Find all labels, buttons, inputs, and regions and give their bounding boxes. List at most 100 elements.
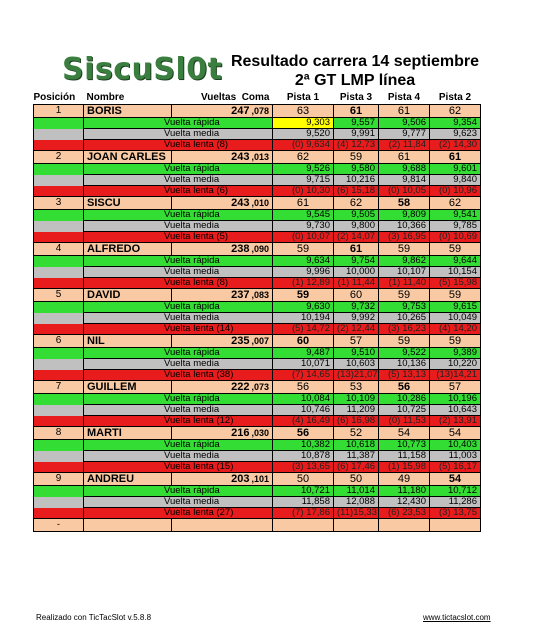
lap-rapida-row: Vuelta rápida 10,382 10,618 10,773 10,403 <box>33 439 517 451</box>
track-laps: 54 <box>429 426 481 440</box>
driver-row: 3 SISCU 243,010 61 62 58 62 <box>33 196 517 210</box>
lap-lenta-label: Vuelta lenta (5) <box>83 231 273 243</box>
lap-rapida-value: 10,382 <box>272 439 334 451</box>
lap-lenta-label: Vuelta lenta (27) <box>83 507 273 519</box>
lap-rapida-row: Vuelta rápida 9,630 9,732 9,753 9,615 <box>33 301 517 313</box>
lap-media-value: 10,216 <box>333 174 379 186</box>
vueltas-coma-cell: 222,073 <box>171 380 273 394</box>
track-laps: 57 <box>429 380 481 394</box>
lap-rapida-row: Vuelta rápida 9,526 9,580 9,688 9,601 <box>33 163 517 175</box>
lap-media-value: 9,800 <box>333 220 379 232</box>
track-laps: 59 <box>272 242 334 256</box>
spacer-cell <box>33 266 84 278</box>
driver-name: DAVID <box>83 288 172 302</box>
lap-media-value: 10,194 <box>272 312 334 324</box>
lap-lenta-value: (3) 16,95 <box>378 231 430 243</box>
vueltas-value: 203 <box>231 473 250 485</box>
empty-cell <box>333 518 379 532</box>
lap-rapida-label: Vuelta rápida <box>83 255 273 267</box>
lap-media-value: 11,286 <box>429 496 481 508</box>
header-pista-1: Pista 1 <box>272 92 334 105</box>
lap-lenta-value: (6) 17,46 <box>333 461 379 473</box>
lap-media-value: 11,858 <box>272 496 334 508</box>
driver-row: 5 DAVID 237,083 59 60 59 59 <box>33 288 517 302</box>
spacer-cell <box>33 369 84 381</box>
lap-rapida-value: 9,354 <box>429 117 481 129</box>
lap-lenta-value: (1) 15,98 <box>378 461 430 473</box>
lap-media-value: 9,785 <box>429 220 481 232</box>
lap-lenta-value: (3) 13,65 <box>272 461 334 473</box>
track-laps: 62 <box>333 196 379 210</box>
spacer-cell <box>33 323 84 335</box>
lap-lenta-value: (1) 12,89 <box>272 277 334 289</box>
lap-media-value: 10,746 <box>272 404 334 416</box>
lap-rapida-label: Vuelta rápida <box>83 347 273 359</box>
spacer-cell <box>33 485 84 497</box>
vueltas-coma-cell: 235,007 <box>171 334 273 348</box>
results-table: Posición Nombre Vueltas Coma Pista 1 Pis… <box>33 92 517 532</box>
lap-media-value: 9,623 <box>429 128 481 140</box>
spacer-cell <box>33 312 84 324</box>
spacer-cell <box>33 347 84 359</box>
lap-media-value: 10,265 <box>378 312 430 324</box>
lap-media-label: Vuelta media <box>83 174 273 186</box>
track-laps: 61 <box>333 104 379 118</box>
footer-link[interactable]: www.tictacslot.com <box>423 613 491 622</box>
lap-media-label: Vuelta media <box>83 312 273 324</box>
lap-rapida-value: 9,487 <box>272 347 334 359</box>
track-laps: 59 <box>429 242 481 256</box>
track-laps: 56 <box>272 380 334 394</box>
track-laps: 54 <box>378 426 430 440</box>
spacer-cell <box>33 277 84 289</box>
driver-name: ANDREU <box>83 472 172 486</box>
header-pista-4: Pista 4 <box>378 92 430 105</box>
track-laps: 54 <box>429 472 481 486</box>
track-laps: 59 <box>378 334 430 348</box>
lap-rapida-value: 10,109 <box>333 393 379 405</box>
position-cell: 2 <box>33 150 84 164</box>
empty-cell <box>83 518 172 532</box>
driver-name: BORIS <box>83 104 172 118</box>
track-laps: 53 <box>333 380 379 394</box>
lap-rapida-value: 10,286 <box>378 393 430 405</box>
track-laps: 57 <box>333 334 379 348</box>
lap-rapida-value: 10,618 <box>333 439 379 451</box>
track-laps: 61 <box>378 104 430 118</box>
lap-media-value: 10,643 <box>429 404 481 416</box>
track-laps: 56 <box>378 380 430 394</box>
driver-row: 1 BORIS 247,078 63 61 61 62 <box>33 104 517 118</box>
lap-lenta-value: (2) 12,44 <box>333 323 379 335</box>
title-line-1: Resultado carrera 14 septiembre <box>230 53 480 70</box>
vueltas-value: 238 <box>231 243 250 255</box>
vueltas-value: 216 <box>231 427 250 439</box>
spacer-cell <box>33 415 84 427</box>
lap-lenta-row: Vuelta lenta (6) (0) 10,30 (6) 15,18 (0) 10… <box>33 185 517 197</box>
siscuslot-logo: SiscuSl0t <box>62 52 223 87</box>
vueltas-value: 247 <box>231 105 250 117</box>
spacer-cell <box>33 393 84 405</box>
position-cell: 8 <box>33 426 84 440</box>
lap-rapida-label: Vuelta rápida <box>83 439 273 451</box>
vueltas-coma-cell: 216,030 <box>171 426 273 440</box>
track-laps: 61 <box>429 150 481 164</box>
lap-rapida-value: 10,721 <box>272 485 334 497</box>
lap-rapida-value: 9,688 <box>378 163 430 175</box>
lap-rapida-value: 9,754 <box>333 255 379 267</box>
track-laps: 58 <box>378 196 430 210</box>
driver-name: ALFREDO <box>83 242 172 256</box>
lap-lenta-value: (13)14,21 <box>429 369 481 381</box>
spacer-cell <box>33 117 84 129</box>
driver-row: 9 ANDREU 203,101 50 50 49 54 <box>33 472 517 486</box>
lap-rapida-value: 9,809 <box>378 209 430 221</box>
spacer-cell <box>33 404 84 416</box>
lap-media-value: 10,220 <box>429 358 481 370</box>
lap-lenta-value: (3) 16,23 <box>378 323 430 335</box>
lap-rapida-row: Vuelta rápida 9,634 9,754 9,862 9,644 <box>33 255 517 267</box>
lap-lenta-value: (13)21,07 <box>333 369 379 381</box>
position-cell: 3 <box>33 196 84 210</box>
lap-rapida-row: Vuelta rápida 10,084 10,109 10,286 10,196 <box>33 393 517 405</box>
lap-lenta-value: (0) 10,30 <box>272 185 334 197</box>
lap-rapida-value: 9,634 <box>272 255 334 267</box>
spacer-cell <box>33 301 84 313</box>
lap-rapida-value: 9,545 <box>272 209 334 221</box>
